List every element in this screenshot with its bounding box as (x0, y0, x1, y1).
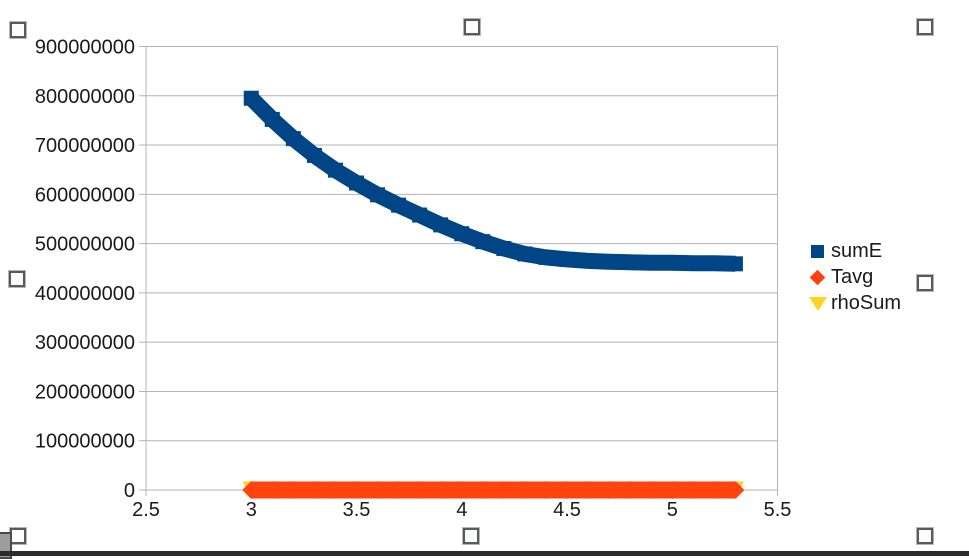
triangle-down-marker-icon (808, 296, 827, 311)
series-Tavg-point (558, 481, 576, 499)
series-Tavg-point (347, 481, 366, 499)
series-sumE-point (370, 187, 386, 203)
x-tick-label: 4 (456, 499, 467, 521)
y-tick-label: 400000000 (35, 283, 135, 305)
selection-handle-top-right[interactable] (917, 19, 933, 35)
legend-item-Tavg[interactable]: Tavg (808, 267, 901, 288)
legend-label: rhoSum (831, 292, 902, 314)
y-tick-label: 500000000 (35, 234, 135, 256)
series-sumE-point (264, 111, 280, 127)
series-Tavg-point (494, 481, 513, 499)
series-Tavg-point (621, 481, 640, 499)
series-sumE-point (727, 256, 743, 272)
y-tick-label: 0 (124, 480, 135, 502)
chart-legend[interactable]: sumE Tavg rhoSum (808, 241, 901, 314)
legend-item-sumE[interactable]: sumE (808, 241, 901, 262)
series-Tavg-point (705, 481, 724, 499)
diamond-marker-icon (809, 269, 826, 286)
series-Tavg-point (726, 481, 745, 499)
series-sumE-point (517, 246, 533, 262)
series-sumE-point (622, 254, 638, 270)
x-tick-label: 5.5 (764, 499, 792, 521)
series-Tavg-point (305, 481, 324, 499)
series-Tavg-point (473, 481, 492, 499)
selection-handle-top-left[interactable] (10, 22, 26, 38)
series-Tavg-point (368, 481, 387, 499)
legend-item-rhoSum[interactable]: rhoSum (808, 293, 901, 314)
legend-label: Tavg (831, 266, 874, 288)
series-sumE-point (306, 147, 322, 163)
series-sumE-point (412, 207, 428, 223)
series-sumE-point (643, 255, 659, 271)
selection-handle-bottom-center[interactable] (463, 528, 479, 544)
series-sumE-point (496, 241, 512, 257)
series-sumE-point (433, 217, 449, 233)
x-tick-label: 4.5 (553, 499, 581, 521)
y-tick-label: 300000000 (35, 332, 135, 354)
selection-handle-bottom-right[interactable] (917, 528, 933, 544)
series-Tavg-point (410, 481, 429, 499)
selection-handle-middle-left[interactable] (9, 271, 25, 287)
y-tick-label: 100000000 (35, 431, 135, 453)
series-Tavg-point (684, 481, 703, 499)
legend-marker-wrap (808, 296, 827, 311)
series-Tavg-point (663, 481, 682, 499)
legend-marker-wrap (808, 269, 827, 286)
y-tick-label: 900000000 (35, 37, 135, 59)
series-sumE-point (285, 131, 301, 147)
series-Tavg-point (284, 481, 303, 499)
series-sumE-point (475, 234, 491, 250)
series-Tavg-point (452, 481, 471, 499)
series-sumE-point (706, 255, 722, 271)
window-bottom-edge (0, 551, 969, 556)
x-tick-label: 3.5 (343, 499, 371, 521)
series-sumE-point (243, 90, 259, 106)
series-sumE-point (327, 162, 343, 178)
series-sumE-point (685, 255, 701, 271)
selection-handle-bottom-left[interactable] (10, 528, 26, 544)
series-sumE-point (391, 197, 407, 213)
series-sumE-point (601, 254, 617, 270)
series-Tavg-point (579, 481, 598, 499)
series-Tavg-point (326, 481, 345, 499)
y-tick-label: 700000000 (35, 135, 135, 157)
y-tick-label: 800000000 (35, 86, 135, 108)
x-tick-label: 2.5 (132, 499, 160, 521)
x-tick-label: 3 (246, 499, 257, 521)
series-sumE-point (454, 226, 470, 242)
legend-label: sumE (831, 240, 883, 262)
series-sumE-point (538, 249, 554, 265)
series-Tavg-point (642, 481, 661, 499)
y-tick-label: 200000000 (35, 381, 135, 403)
y-tick-label: 600000000 (35, 184, 135, 206)
series-Tavg-point (600, 481, 619, 499)
series-sumE-point (580, 253, 596, 269)
selection-handle-middle-right[interactable] (917, 275, 933, 291)
x-tick-label: 5 (667, 499, 678, 521)
series-Tavg-point (431, 481, 450, 499)
series-Tavg-point (389, 481, 408, 499)
series-sumE-point (664, 255, 680, 271)
series-sumE-point (349, 175, 364, 191)
square-marker-icon (811, 245, 824, 258)
series-Tavg-point (515, 481, 534, 499)
series-Tavg-point (242, 481, 261, 499)
series-Tavg-point (263, 481, 282, 499)
series-Tavg-point (536, 481, 555, 499)
series-sumE-curve (245, 92, 736, 272)
series-sumE-point (559, 251, 575, 267)
selection-handle-top-center[interactable] (464, 19, 480, 35)
legend-marker-wrap (808, 245, 827, 258)
